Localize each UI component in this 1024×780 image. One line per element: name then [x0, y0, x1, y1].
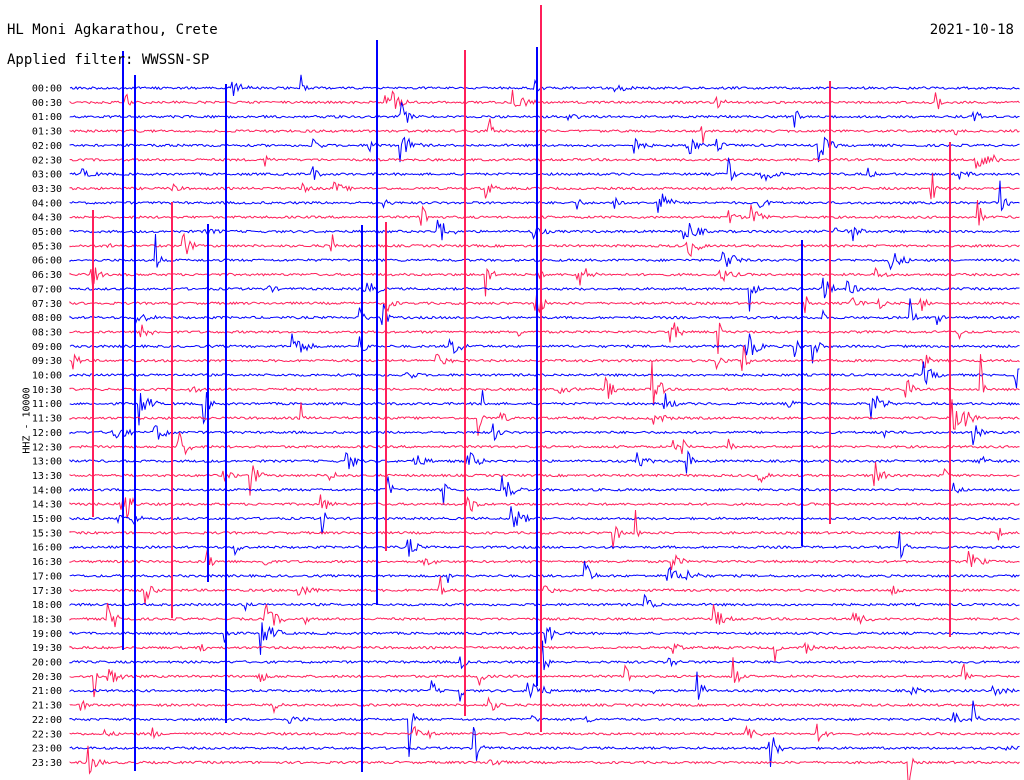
row-label-1800: 18:00 — [32, 600, 62, 611]
channel-label: HHZ - 10000 — [21, 387, 33, 454]
row-label-0230: 02:30 — [32, 155, 62, 166]
row-label-0030: 00:30 — [32, 98, 62, 109]
trace-0100 — [69, 102, 1020, 128]
row-label-2100: 21:00 — [32, 686, 62, 697]
row-label-1900: 19:00 — [32, 629, 62, 640]
seismic-traces — [69, 5, 1020, 780]
trace-0930 — [69, 345, 1020, 371]
row-label-2330: 23:30 — [32, 758, 62, 769]
row-label-0700: 07:00 — [32, 284, 62, 295]
trace-0530 — [69, 232, 1020, 257]
row-label-2300: 23:00 — [32, 744, 62, 755]
trace-2000 — [69, 640, 1020, 671]
row-label-1400: 14:00 — [32, 485, 62, 496]
trace-0230 — [69, 153, 1020, 169]
filter-label: Applied filter: WWSSN-SP — [7, 52, 210, 68]
trace-1400 — [69, 475, 1020, 505]
row-label-1830: 18:30 — [32, 614, 62, 625]
trace-1300 — [69, 450, 1020, 474]
trace-1730 — [69, 575, 1020, 605]
trace-0130 — [69, 118, 1020, 144]
row-label-1030: 10:30 — [32, 385, 62, 396]
trace-1230 — [69, 432, 1020, 456]
row-label-1430: 14:30 — [32, 500, 62, 511]
trace-0000 — [69, 74, 1020, 96]
row-label-1730: 17:30 — [32, 586, 62, 597]
row-label-0200: 02:00 — [32, 141, 62, 152]
row-label-0930: 09:30 — [32, 356, 62, 367]
row-label-2130: 21:30 — [32, 701, 62, 712]
row-label-0000: 00:00 — [32, 84, 62, 95]
trace-2300 — [69, 726, 1020, 768]
row-label-0630: 06:30 — [32, 270, 62, 281]
row-label-1100: 11:00 — [32, 399, 62, 410]
date-label: 2021-10-18 — [929, 22, 1014, 38]
trace-0400 — [69, 180, 1020, 213]
row-label-0900: 09:00 — [32, 342, 62, 353]
row-label-0100: 01:00 — [32, 112, 62, 123]
row-label-1930: 19:30 — [32, 643, 62, 654]
trace-0430 — [69, 199, 1020, 226]
trace-0730 — [69, 294, 1020, 314]
trace-1830 — [69, 602, 1020, 628]
row-label-1700: 17:00 — [32, 571, 62, 582]
trace-1900 — [69, 622, 1020, 655]
trace-1930 — [69, 641, 1020, 662]
row-label-1130: 11:30 — [32, 414, 62, 425]
trace-1000 — [69, 361, 1020, 389]
row-label-1630: 16:30 — [32, 557, 62, 568]
row-label-0430: 04:30 — [32, 213, 62, 224]
row-label-0330: 03:30 — [32, 184, 62, 195]
row-label-1600: 16:00 — [32, 543, 62, 554]
trace-0900 — [69, 333, 1020, 364]
trace-2130 — [69, 696, 1020, 715]
trace-1630 — [69, 546, 1020, 571]
row-label-1530: 15:30 — [32, 528, 62, 539]
row-label-2030: 20:30 — [32, 672, 62, 683]
row-label-0400: 04:00 — [32, 198, 62, 209]
row-label-1230: 12:30 — [32, 442, 62, 453]
row-label-2200: 22:00 — [32, 715, 62, 726]
trace-0330 — [69, 173, 1020, 200]
trace-1530 — [69, 509, 1020, 549]
trace-0600 — [69, 233, 1020, 271]
row-label-0500: 05:00 — [32, 227, 62, 238]
row-label-1330: 13:30 — [32, 471, 62, 482]
row-label-1300: 13:00 — [32, 457, 62, 468]
row-label-1200: 12:00 — [32, 428, 62, 439]
trace-2230 — [69, 723, 1020, 742]
station-title: HL Moni Agkarathou, Crete — [7, 22, 218, 38]
row-label-0830: 08:30 — [32, 327, 62, 338]
row-label-0800: 08:00 — [32, 313, 62, 324]
trace-0630 — [69, 266, 1020, 297]
trace-0500 — [69, 219, 1020, 242]
row-label-0300: 03:00 — [32, 170, 62, 181]
row-label-0600: 06:00 — [32, 256, 62, 267]
row-label-1000: 10:00 — [32, 371, 62, 382]
trace-1800 — [69, 593, 1020, 612]
row-label-0130: 01:30 — [32, 127, 62, 138]
trace-0030 — [69, 89, 1020, 110]
trace-1430 — [69, 494, 1020, 519]
row-label-0730: 07:30 — [32, 299, 62, 310]
row-label-2230: 22:30 — [32, 729, 62, 740]
row-label-2000: 20:00 — [32, 658, 62, 669]
trace-1500 — [69, 506, 1020, 535]
row-label-1500: 15:00 — [32, 514, 62, 525]
trace-1600 — [69, 531, 1020, 560]
trace-1200 — [69, 423, 1020, 446]
trace-0830 — [69, 322, 1020, 355]
trace-1100 — [69, 390, 1020, 426]
row-label-0530: 05:30 — [32, 241, 62, 252]
trace-2330 — [69, 745, 1020, 780]
time-labels: 00:00 00:30 01:00 01:30 02:00 02:30 03:00 03:30… — [32, 84, 62, 769]
